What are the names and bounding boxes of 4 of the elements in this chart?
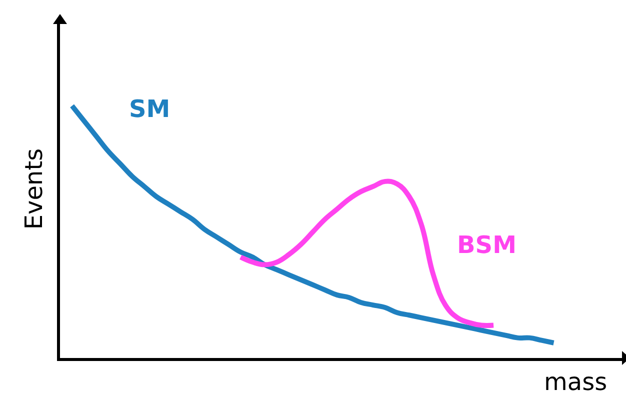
x-axis-title: mass — [544, 368, 608, 396]
y-axis-title: Events — [20, 148, 48, 230]
series-label: SM — [129, 95, 170, 123]
series-label: BSM — [457, 231, 516, 259]
